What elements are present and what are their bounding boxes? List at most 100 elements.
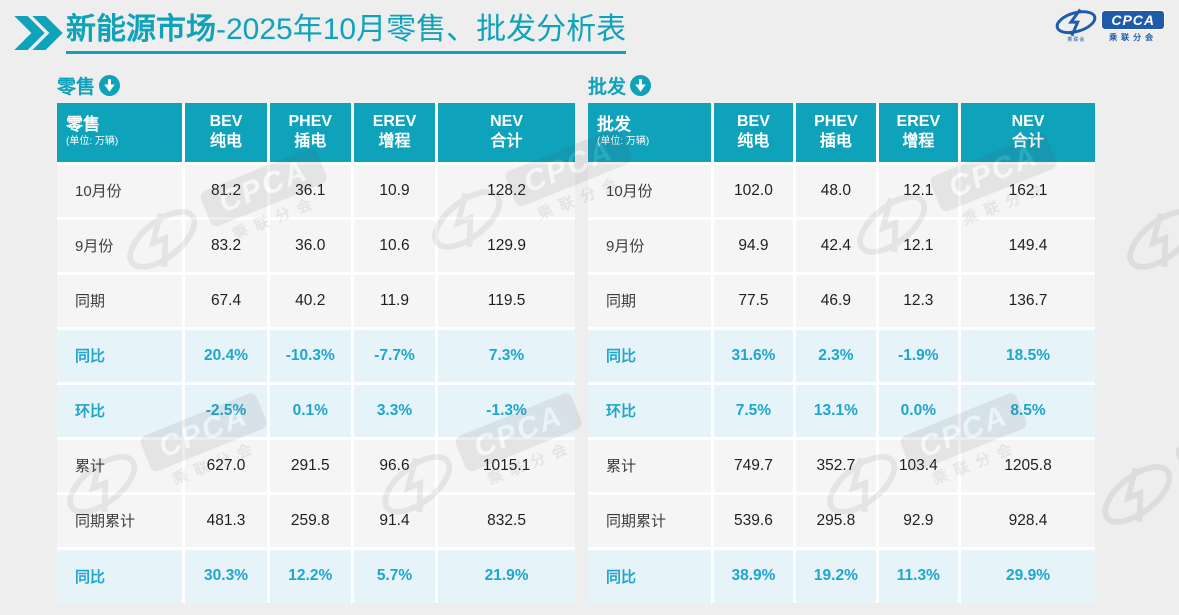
row-label: 9月份 — [588, 216, 714, 275]
data-cell: 13.1% — [793, 381, 879, 440]
retail-section: 零售 零售 (单位: 万辆) BEV 纯电 PHEV 插电 EREV 增程 NEV 合计 — [57, 75, 575, 603]
title-primary: 新能源市场 — [66, 13, 216, 46]
data-cell: 36.0 — [266, 216, 354, 275]
column-header-phev: PHEV 插电 — [793, 103, 879, 165]
data-cell: 149.4 — [958, 216, 1095, 275]
table-row: 10月份 81.2 36.1 10.9 128.2 — [57, 161, 575, 220]
wholesale-header-row: 批发 (单位: 万辆) BEV 纯电 PHEV 插电 EREV 增程 NEV 合计 — [588, 103, 1095, 165]
watermark-brand: CPCA — [1173, 401, 1179, 484]
data-cell: 5.7% — [350, 546, 439, 603]
column-header-line2: 纯电 — [210, 133, 243, 151]
column-header-line2: 插电 — [819, 133, 852, 151]
wholesale-table-body: 10月份 102.0 48.0 12.1 162.1 9月份 94.9 42.4 12.1 149… — [588, 161, 1095, 603]
data-cell: 81.2 — [182, 161, 270, 220]
row-label: 同期 — [588, 271, 714, 330]
data-cell: 481.3 — [182, 491, 270, 550]
data-cell: 103.4 — [875, 436, 962, 495]
table-row: 同期累计 481.3 259.8 91.4 832.5 — [57, 491, 575, 550]
watermark-swoosh-icon — [1102, 464, 1173, 525]
data-cell: 10.9 — [350, 161, 439, 220]
row-label: 同比 — [588, 546, 714, 603]
data-cell: 0.0% — [875, 381, 962, 440]
corner-unit: (单位: 万辆) — [597, 136, 650, 148]
data-cell: 928.4 — [958, 491, 1095, 550]
column-header-line2: 纯电 — [737, 133, 770, 151]
row-label: 累计 — [588, 436, 714, 495]
data-cell: 12.3 — [875, 271, 962, 330]
data-cell: 1015.1 — [435, 436, 575, 495]
table-row: 同比 38.9% 19.2% 11.3% 29.9% — [588, 546, 1095, 603]
column-header-line1: NEV — [1011, 113, 1045, 131]
column-header-line1: BEV — [209, 113, 243, 131]
row-label: 同期 — [57, 271, 186, 330]
data-cell: 30.3% — [182, 546, 270, 603]
logo-swoosh-block: 乘联会 — [1054, 8, 1098, 43]
data-cell: 12.1 — [875, 161, 962, 220]
data-cell: 21.9% — [435, 546, 575, 603]
data-cell: 0.1% — [266, 381, 354, 440]
row-label: 10月份 — [57, 161, 186, 220]
row-label: 环比 — [588, 381, 714, 440]
column-header-line1: BEV — [736, 113, 770, 131]
column-header-line2: 合计 — [490, 133, 523, 151]
data-cell: 102.0 — [710, 161, 797, 220]
data-cell: 749.7 — [710, 436, 797, 495]
table-row: 环比 -2.5% 0.1% 3.3% -1.3% — [57, 381, 575, 440]
data-cell: 136.7 — [958, 271, 1095, 330]
data-cell: 96.6 — [350, 436, 439, 495]
data-cell: 91.4 — [350, 491, 439, 550]
logo-text-block: CPCA 乘联分会 — [1101, 10, 1165, 43]
table-row: 同期累计 539.6 295.8 92.9 928.4 — [588, 491, 1095, 550]
data-cell: 8.5% — [958, 381, 1095, 440]
cpca-logo: 乘联会 CPCA 乘联分会 — [1054, 8, 1165, 43]
data-cell: 20.4% — [182, 326, 270, 385]
data-cell: 48.0 — [793, 161, 879, 220]
table-row: 10月份 102.0 48.0 12.1 162.1 — [588, 161, 1095, 220]
data-cell: 627.0 — [182, 436, 270, 495]
logo-caption: 乘联分会 — [1109, 33, 1158, 42]
down-arrow-circle-icon — [630, 75, 652, 96]
column-header-line2: 插电 — [294, 133, 327, 151]
data-cell: 2.3% — [793, 326, 879, 385]
data-cell: -1.3% — [435, 381, 575, 440]
down-arrow-circle-icon — [99, 75, 121, 96]
table-row: 9月份 94.9 42.4 12.1 149.4 — [588, 216, 1095, 275]
row-label: 同期累计 — [588, 491, 714, 550]
row-label: 10月份 — [588, 161, 714, 220]
data-cell: 119.5 — [435, 271, 575, 330]
title-secondary: -2025年10月零售、批发分析表 — [216, 13, 627, 46]
logo-brand-badge: CPCA — [1101, 10, 1165, 30]
row-label: 同比 — [588, 326, 714, 385]
table-row: 同比 31.6% 2.3% -1.9% 18.5% — [588, 326, 1095, 385]
corner-title: 批发 — [597, 115, 631, 135]
data-cell: 36.1 — [266, 161, 354, 220]
data-cell: 7.3% — [435, 326, 575, 385]
data-cell: 128.2 — [435, 161, 575, 220]
corner-cell: 批发 (单位: 万辆) — [588, 103, 714, 165]
column-header-nev: NEV 合计 — [958, 103, 1095, 165]
data-cell: 29.9% — [958, 546, 1095, 603]
page-title: 新能源市场-2025年10月零售、批发分析表 — [66, 12, 627, 54]
column-header-line1: NEV — [490, 113, 523, 131]
corner-unit: (单位: 万辆) — [66, 136, 119, 148]
column-header-line1: PHEV — [288, 113, 333, 131]
row-label: 累计 — [57, 436, 186, 495]
column-header-line1: EREV — [896, 113, 941, 131]
data-cell: 129.9 — [435, 216, 575, 275]
data-cell: 38.9% — [710, 546, 797, 603]
data-cell: 259.8 — [266, 491, 354, 550]
column-header-erev: EREV 增程 — [350, 103, 439, 165]
cpca-swoosh-icon — [1055, 8, 1097, 37]
retail-header-row: 零售 (单位: 万辆) BEV 纯电 PHEV 插电 EREV 增程 NEV 合计 — [57, 103, 575, 165]
data-cell: -10.3% — [266, 326, 354, 385]
column-header-bev: BEV 纯电 — [710, 103, 797, 165]
column-header-line1: PHEV — [814, 113, 858, 131]
retail-table-body: 10月份 81.2 36.1 10.9 128.2 9月份 83.2 36.0 10.6 129.… — [57, 161, 575, 603]
data-cell: 12.1 — [875, 216, 962, 275]
data-cell: 352.7 — [793, 436, 879, 495]
double-chevron-icon — [14, 15, 63, 51]
data-cell: 11.3% — [875, 546, 962, 603]
data-cell: 12.2% — [266, 546, 354, 603]
column-header-line2: 增程 — [902, 133, 935, 151]
